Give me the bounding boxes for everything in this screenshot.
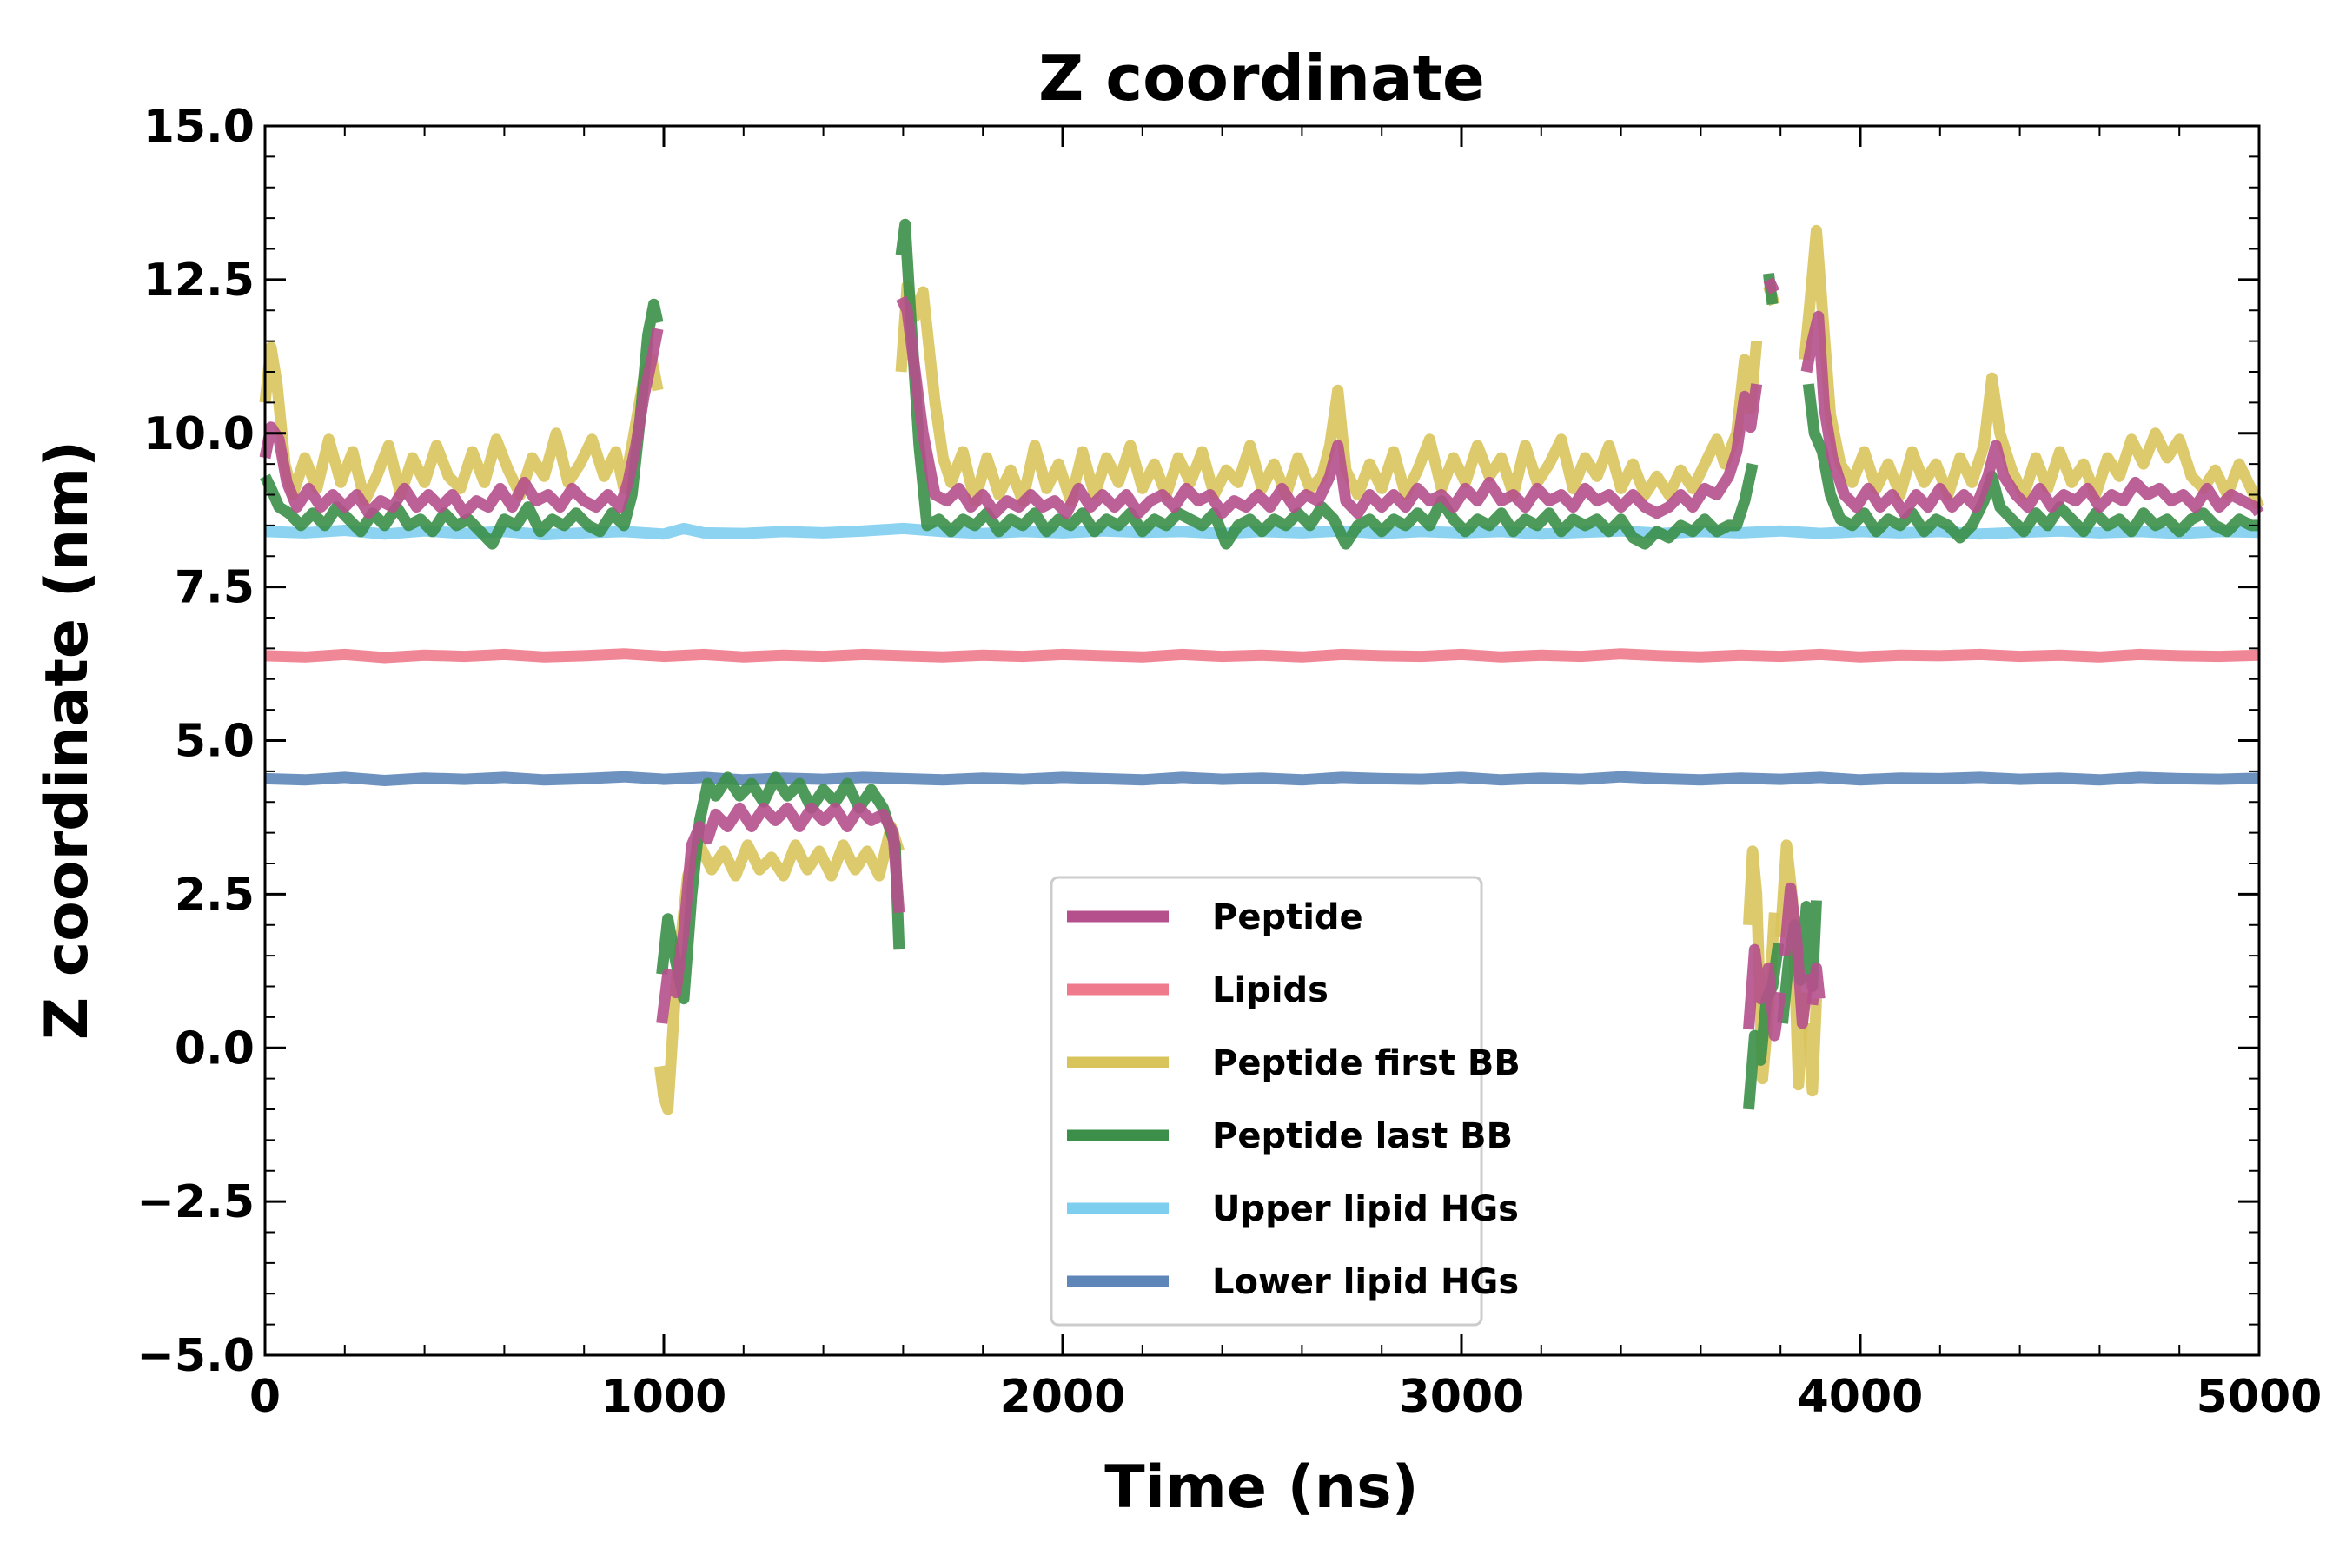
- series-line-peptide-first-bb: [259, 341, 664, 507]
- series-line-peptide: [656, 802, 905, 1024]
- legend-label: Lipids: [1212, 970, 1329, 1010]
- axes-layer: 0 1000 2000 3000 4000 5000 15.0 12.5 10.0 7.5 5.0 2…: [136, 101, 2322, 1423]
- series-line-lipids: [264, 648, 2260, 664]
- x-tick-label: 1000: [601, 1371, 727, 1423]
- series-line-peptide: [1779, 882, 1814, 1029]
- y-axis-label: Z coordinate (nm): [33, 440, 102, 1040]
- chart-title: Z coordinate: [1038, 42, 1485, 115]
- series-line-peptide: [896, 295, 1763, 519]
- legend-label: Upper lipid HGs: [1212, 1189, 1519, 1229]
- series-line-peptide: [1743, 943, 1786, 1042]
- x-tick-label: 3000: [1399, 1371, 1525, 1423]
- legend-box: [1050, 876, 1483, 1327]
- x-tick-label: 5000: [2197, 1371, 2323, 1423]
- legend-label: Lower lipid HGs: [1212, 1262, 1519, 1302]
- x-tick-label: 2000: [1000, 1371, 1126, 1423]
- y-tick-label: 2.5: [175, 869, 255, 921]
- y-tick-label: 15.0: [143, 101, 255, 153]
- x-tick-label: 0: [249, 1371, 281, 1423]
- series-layer: [259, 218, 2264, 1115]
- series-line-lower-lipid-hgs: [264, 771, 2260, 786]
- y-tick-label: −2.5: [136, 1176, 255, 1228]
- y-tick-label: 5.0: [175, 716, 255, 768]
- series-line-peptide-last-bb: [260, 298, 664, 550]
- series-line-peptide: [259, 327, 664, 519]
- series-line-peptide-first-bb: [1802, 998, 1822, 1097]
- x-tick-label: 4000: [1798, 1371, 1924, 1423]
- legend-label: Peptide: [1212, 897, 1363, 937]
- legend-label: Peptide last BB: [1212, 1116, 1513, 1156]
- series-line-peptide: [1806, 962, 1826, 1006]
- series-line-peptide: [1763, 277, 1780, 294]
- y-tick-label: 0.0: [175, 1022, 255, 1075]
- series-line-peptide-last-bb: [895, 218, 1759, 550]
- series-line-peptide: [1800, 310, 2264, 519]
- legend-label: Peptide first BB: [1212, 1043, 1521, 1083]
- x-axis-label: Time (ns): [1104, 1453, 1418, 1522]
- legend: Peptide Lipids Peptide first BB Peptide las…: [1050, 876, 1521, 1327]
- series-line-peptide-first-bb: [1799, 224, 2264, 510]
- y-tick-label: 7.5: [175, 562, 255, 614]
- y-tick-label: 12.5: [143, 255, 255, 307]
- series-line-peptide-first-bb: [895, 280, 1763, 507]
- series-line-peptide-last-bb: [1802, 383, 2259, 544]
- y-tick-label: −5.0: [136, 1330, 255, 1382]
- y-tick-label: 10.0: [143, 408, 255, 460]
